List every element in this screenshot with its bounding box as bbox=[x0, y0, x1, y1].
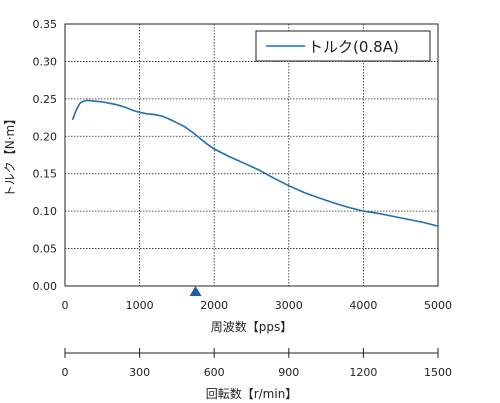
legend-label: トルク(0.8A) bbox=[308, 38, 399, 56]
y-tick-label: 0.20 bbox=[33, 130, 58, 143]
x-axis-title: 周波数【pps】 bbox=[211, 319, 293, 334]
secondary-tick-label: 0 bbox=[62, 366, 69, 379]
y-axis-ticks: 0.00 0.05 0.10 0.15 0.20 0.25 0.30 0.35 bbox=[33, 18, 58, 293]
x-tick-label: 2000 bbox=[200, 299, 228, 312]
secondary-tick-label: 600 bbox=[204, 366, 225, 379]
x-tick-label: 5000 bbox=[424, 299, 452, 312]
y-tick-label: 0.15 bbox=[33, 168, 58, 181]
secondary-axis-title: 回転数【r/min】 bbox=[206, 386, 298, 401]
secondary-tick-label: 900 bbox=[278, 366, 299, 379]
secondary-tick-label: 300 bbox=[129, 366, 150, 379]
y-tick-label: 0.10 bbox=[33, 205, 58, 218]
x-tick-label: 3000 bbox=[275, 299, 303, 312]
series-line-torque bbox=[71, 99, 439, 227]
y-tick-label: 0.30 bbox=[33, 55, 58, 68]
secondary-axis-ticks: 0 300 600 900 1200 1500 bbox=[62, 348, 452, 379]
secondary-tick-label: 1500 bbox=[424, 366, 452, 379]
y-tick-label: 0.25 bbox=[33, 93, 58, 106]
y-tick-label: 0.05 bbox=[33, 243, 58, 256]
grid-lines bbox=[65, 24, 438, 286]
y-tick-label: 0.00 bbox=[33, 280, 58, 293]
y-axis-title: トルク【N·m】 bbox=[3, 113, 17, 197]
x-axis-ticks: 0 1000 2000 3000 4000 5000 bbox=[62, 299, 453, 312]
y-tick-label: 0.35 bbox=[33, 18, 58, 31]
x-tick-label: 4000 bbox=[349, 299, 377, 312]
x-tick-label: 1000 bbox=[126, 299, 154, 312]
x-tick-label: 0 bbox=[62, 299, 69, 312]
legend: トルク(0.8A) bbox=[255, 30, 431, 62]
marker-triangle bbox=[189, 286, 202, 296]
secondary-tick-label: 1200 bbox=[349, 366, 377, 379]
plot-frame bbox=[64, 23, 439, 287]
